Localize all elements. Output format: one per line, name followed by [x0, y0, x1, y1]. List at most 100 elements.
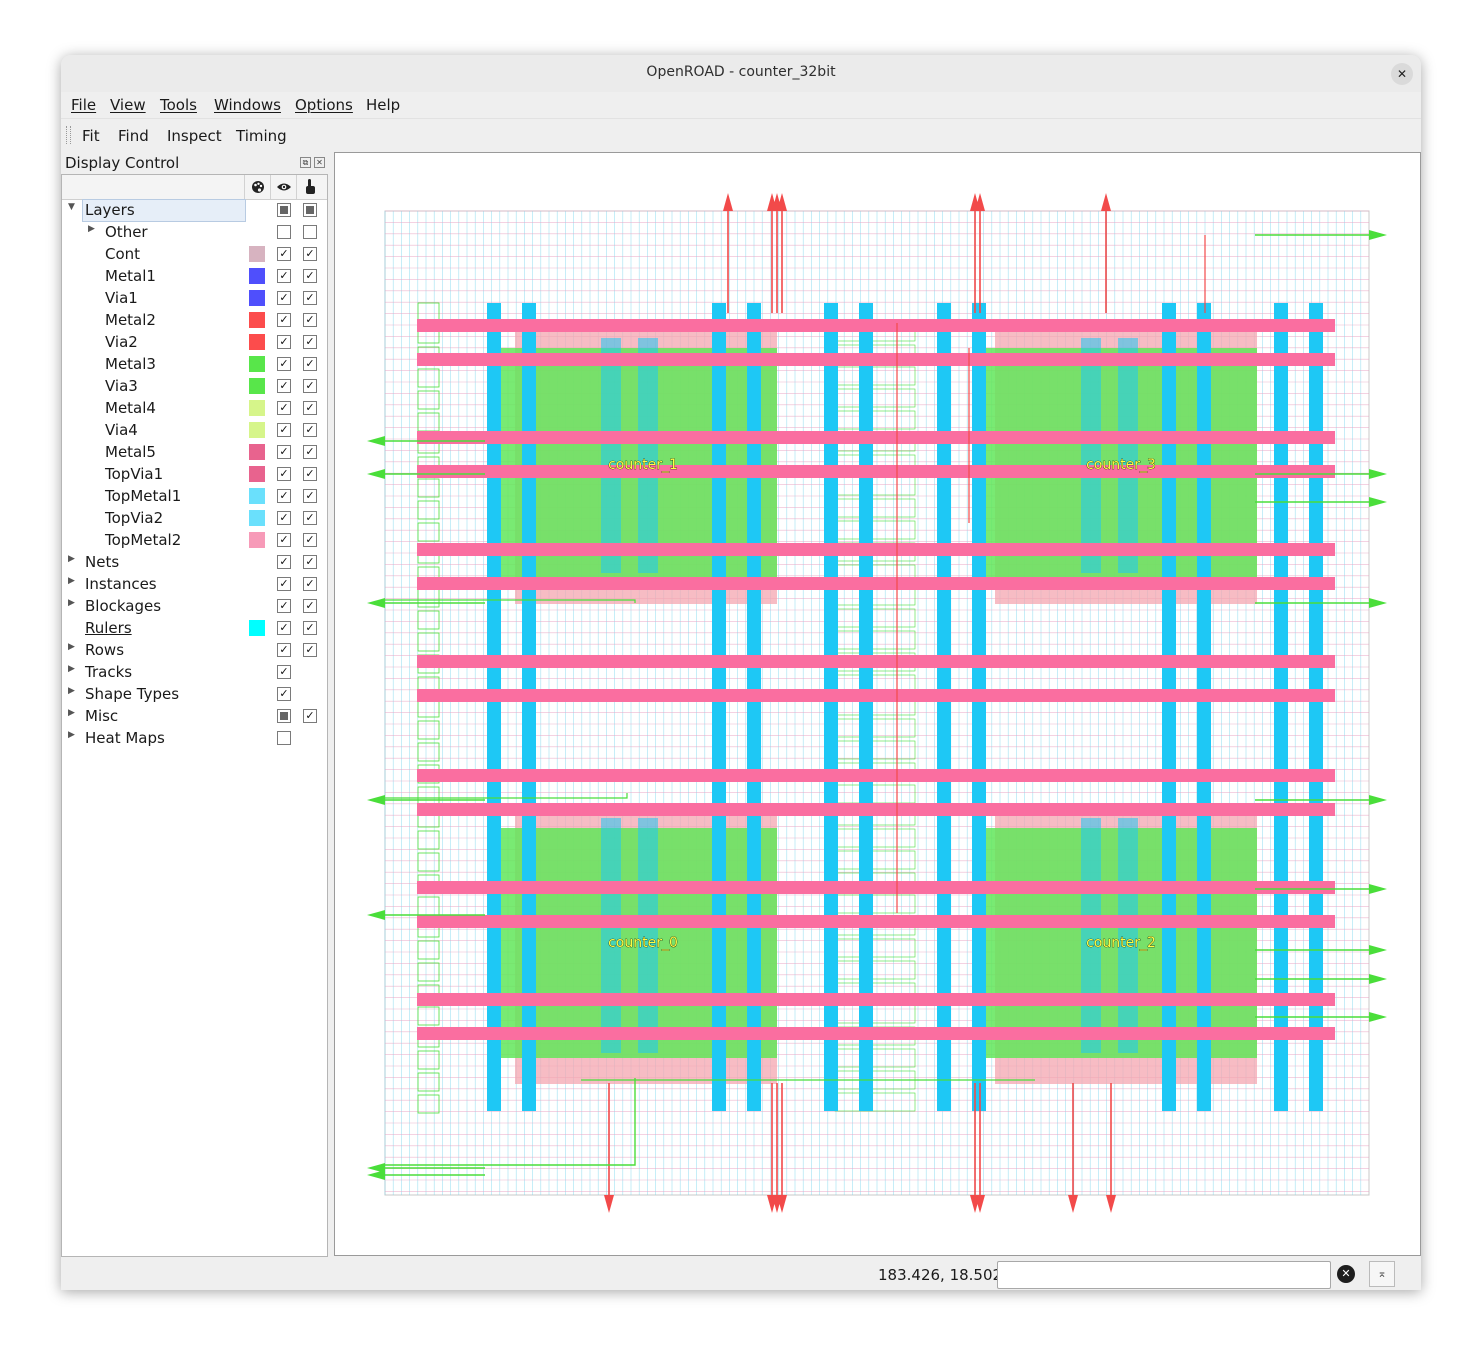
visibility-checkbox[interactable]: ✓	[277, 291, 291, 305]
selectable-checkbox[interactable]: ✓	[303, 313, 317, 327]
tree-row-rows[interactable]: ▶ Rows ✓ ✓	[62, 639, 327, 661]
layer-color-swatch[interactable]	[249, 488, 265, 504]
visibility-checkbox[interactable]: ✓	[277, 335, 291, 349]
menu-file[interactable]: File	[71, 96, 97, 114]
layer-color-swatch[interactable]	[249, 378, 265, 394]
selectable-checkbox[interactable]: ✓	[303, 555, 317, 569]
tree-row-metal5[interactable]: Metal5 ✓ ✓	[62, 441, 327, 463]
selectable-checkbox[interactable]: ✓	[303, 577, 317, 591]
tree-row-metal1[interactable]: Metal1 ✓ ✓	[62, 265, 327, 287]
close-dock-icon[interactable]: ✕	[314, 157, 325, 168]
instance-label[interactable]: counter_3	[1086, 457, 1156, 474]
expand-arrow-icon[interactable]: ▶	[68, 664, 75, 674]
selectable-checkbox[interactable]: ✓	[303, 621, 317, 635]
fit-button[interactable]: Fit	[82, 127, 100, 145]
instance-label[interactable]: counter_1	[608, 457, 678, 474]
tree-row-layers[interactable]: ▼ Layers	[62, 199, 327, 222]
visibility-checkbox[interactable]: ✓	[277, 643, 291, 657]
visibility-checkbox[interactable]: ✓	[277, 247, 291, 261]
layer-color-swatch[interactable]	[249, 466, 265, 482]
close-window-button[interactable]: ✕	[1391, 63, 1413, 85]
selectable-checkbox[interactable]: ✓	[303, 335, 317, 349]
expand-arrow-icon[interactable]: ▶	[68, 642, 75, 652]
visibility-checkbox[interactable]: ✓	[277, 313, 291, 327]
visibility-checkbox[interactable]: ✓	[277, 379, 291, 393]
expand-arrow-icon[interactable]: ▶	[68, 686, 75, 696]
tree-row-heat-maps[interactable]: ▶ Heat Maps	[62, 727, 327, 749]
layer-color-swatch[interactable]	[249, 334, 265, 350]
menu-tools[interactable]: Tools	[160, 96, 197, 114]
instance-label[interactable]: counter_0	[608, 935, 678, 952]
layer-color-swatch[interactable]	[249, 400, 265, 416]
expand-arrow-icon[interactable]: ▶	[68, 730, 75, 740]
selectable-checkbox[interactable]: ✓	[303, 467, 317, 481]
tree-row-via4[interactable]: Via4 ✓ ✓	[62, 419, 327, 441]
tree-row-nets[interactable]: ▶ Nets ✓ ✓	[62, 551, 327, 573]
tcl-command-input[interactable]	[997, 1261, 1331, 1289]
find-button[interactable]: Find	[118, 127, 149, 145]
layer-color-swatch[interactable]	[249, 290, 265, 306]
selectable-checkbox[interactable]: ✓	[303, 401, 317, 415]
tree-row-instances[interactable]: ▶ Instances ✓ ✓	[62, 573, 327, 595]
tree-row-shape-types[interactable]: ▶ Shape Types ✓	[62, 683, 327, 705]
layer-color-swatch[interactable]	[249, 510, 265, 526]
expand-arrow-icon[interactable]: ▶	[68, 708, 75, 718]
selectable-checkbox[interactable]: ✓	[303, 247, 317, 261]
tree-row-cont[interactable]: Cont ✓ ✓	[62, 243, 327, 265]
visibility-checkbox[interactable]: ✓	[277, 357, 291, 371]
visibility-checkbox[interactable]: ✓	[277, 489, 291, 503]
tree-row-metal4[interactable]: Metal4 ✓ ✓	[62, 397, 327, 419]
visibility-checkbox[interactable]: ✓	[277, 577, 291, 591]
tree-row-via2[interactable]: Via2 ✓ ✓	[62, 331, 327, 353]
menu-view[interactable]: View	[110, 96, 146, 114]
tree-row-misc[interactable]: ▶ Misc ✓	[62, 705, 327, 727]
layer-color-swatch[interactable]	[249, 422, 265, 438]
toolbar-grip[interactable]	[66, 126, 71, 144]
visibility-checkbox[interactable]: ✓	[277, 401, 291, 415]
tree-row-topvia1[interactable]: TopVia1 ✓ ✓	[62, 463, 327, 485]
selectable-checkbox[interactable]: ✓	[303, 489, 317, 503]
tree-row-blockages[interactable]: ▶ Blockages ✓ ✓	[62, 595, 327, 617]
visibility-checkbox[interactable]: ✓	[277, 599, 291, 613]
timing-button[interactable]: Timing	[236, 127, 287, 145]
visibility-checkbox[interactable]: ✓	[277, 533, 291, 547]
tree-row-topmetal1[interactable]: TopMetal1 ✓ ✓	[62, 485, 327, 507]
expand-arrow-icon[interactable]: ▶	[68, 598, 75, 608]
expand-arrow-icon[interactable]: ▶	[68, 554, 75, 564]
menu-options[interactable]: Options	[295, 96, 353, 114]
layer-color-swatch[interactable]	[249, 532, 265, 548]
tree-row-via3[interactable]: Via3 ✓ ✓	[62, 375, 327, 397]
selectable-checkbox[interactable]: ✓	[303, 643, 317, 657]
selectable-checkbox[interactable]	[303, 225, 317, 239]
layer-color-swatch[interactable]	[249, 356, 265, 372]
selectable-checkbox[interactable]	[303, 203, 317, 217]
selectable-checkbox[interactable]: ✓	[303, 511, 317, 525]
tree-row-other[interactable]: ▶ Other	[62, 221, 327, 243]
layer-color-swatch[interactable]	[249, 268, 265, 284]
visibility-checkbox[interactable]: ✓	[277, 665, 291, 679]
layout-canvas[interactable]: counter_1 counter_3 counter_0 counter_2	[335, 153, 1420, 1255]
tree-row-metal2[interactable]: Metal2 ✓ ✓	[62, 309, 327, 331]
instance-label[interactable]: counter_2	[1086, 935, 1156, 952]
menu-windows[interactable]: Windows	[214, 96, 281, 114]
tree-row-via1[interactable]: Via1 ✓ ✓	[62, 287, 327, 309]
menu-help[interactable]: Help	[366, 96, 401, 114]
visibility-checkbox[interactable]: ✓	[277, 687, 291, 701]
visibility-checkbox[interactable]	[277, 731, 291, 745]
inspect-button[interactable]: Inspect	[167, 127, 222, 145]
collapse-arrow-icon[interactable]: ▼	[68, 202, 75, 212]
visibility-checkbox[interactable]: ✓	[277, 445, 291, 459]
layer-color-swatch[interactable]	[249, 246, 265, 262]
visibility-checkbox[interactable]: ✓	[277, 269, 291, 283]
selectable-checkbox[interactable]: ✓	[303, 445, 317, 459]
selectable-checkbox[interactable]: ✓	[303, 709, 317, 723]
float-dock-icon[interactable]: ⧉	[300, 157, 311, 168]
visibility-checkbox[interactable]: ✓	[277, 467, 291, 481]
visibility-checkbox[interactable]: ✓	[277, 621, 291, 635]
visibility-checkbox[interactable]: ✓	[277, 511, 291, 525]
visibility-checkbox[interactable]	[277, 709, 291, 723]
tree-row-topmetal2[interactable]: TopMetal2 ✓ ✓	[62, 529, 327, 551]
expand-arrow-icon[interactable]: ▶	[88, 224, 95, 234]
layout-viewer[interactable]: counter_1 counter_3 counter_0 counter_2	[334, 152, 1421, 1256]
visibility-checkbox[interactable]	[277, 225, 291, 239]
